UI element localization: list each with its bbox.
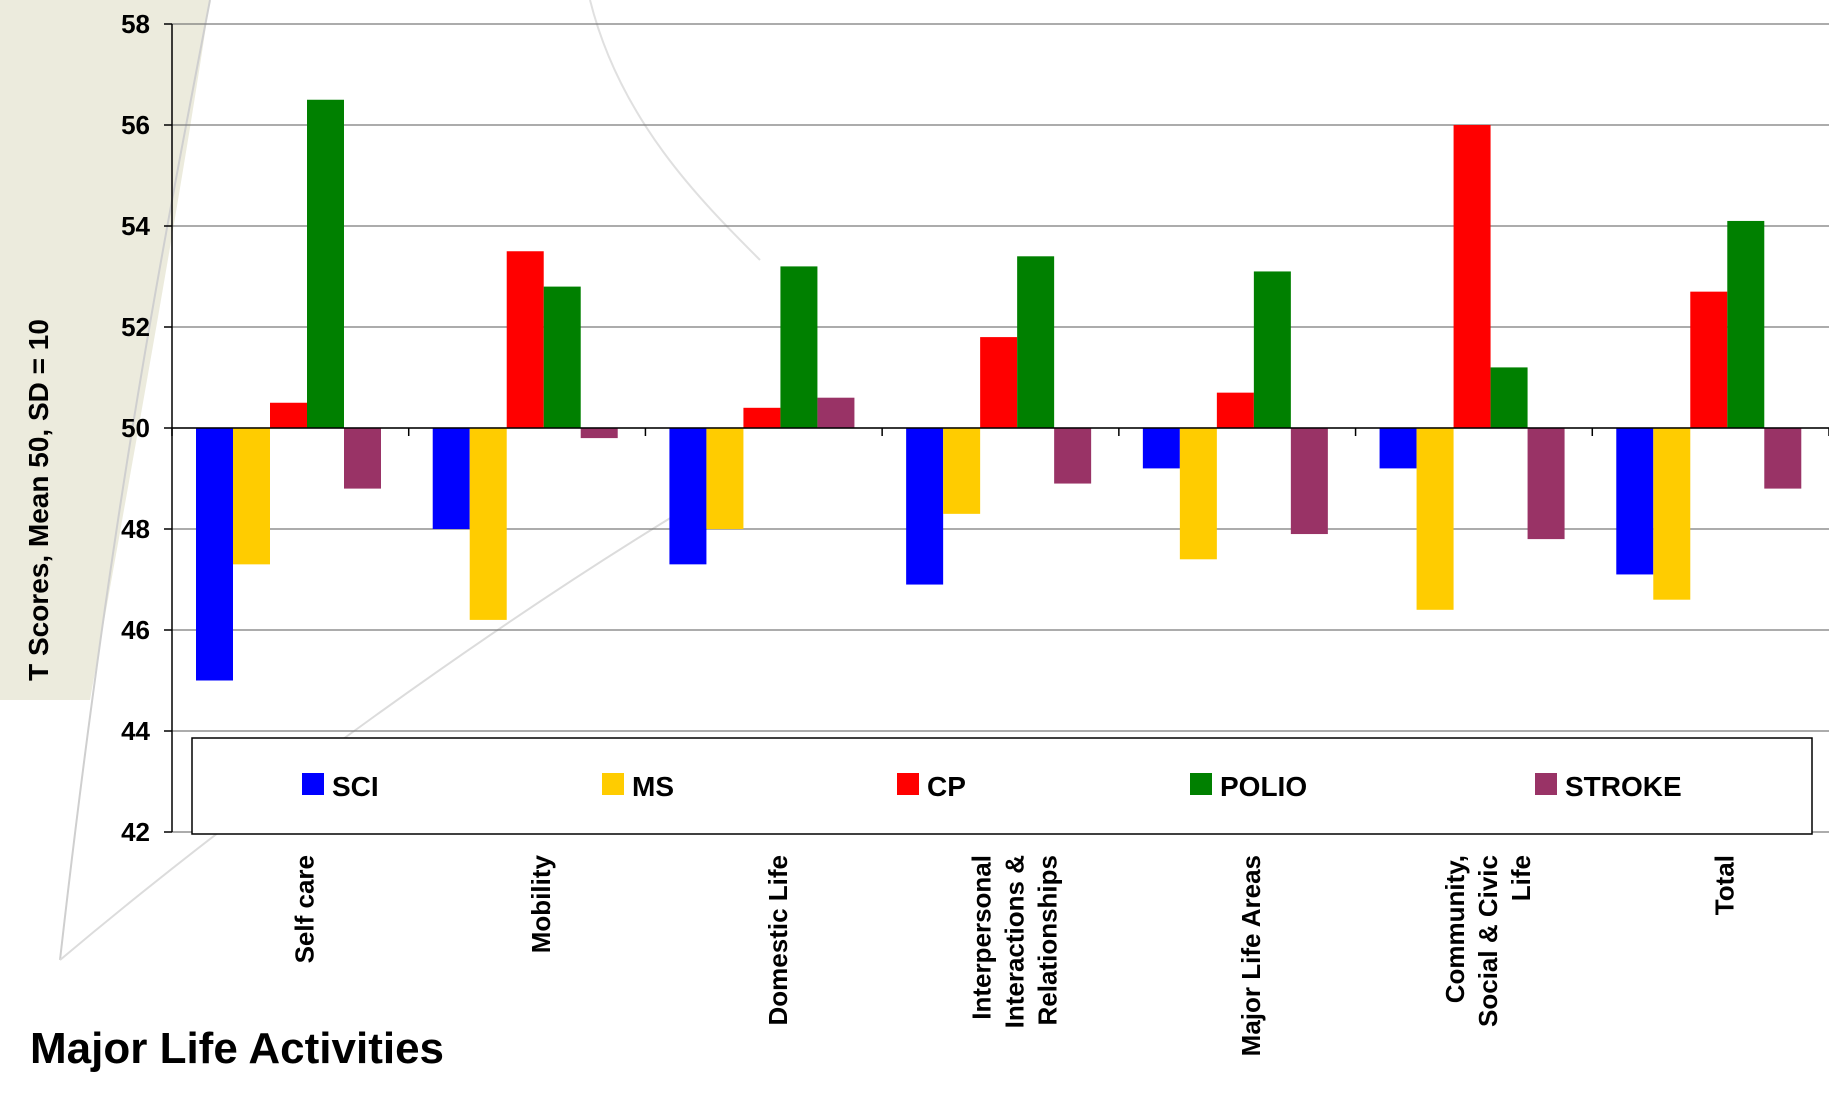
- category-label-6: Community, Social & Civic Life: [1440, 855, 1536, 1027]
- bar-sci-7: [1616, 428, 1654, 575]
- category-label-line: Interpersonal: [967, 855, 997, 1020]
- category-label-3: Domestic Life: [763, 855, 793, 1026]
- bar-polio-5: [1253, 271, 1291, 428]
- bar-cp-1: [270, 402, 307, 428]
- bar-cp-2: [506, 251, 544, 428]
- legend-label-stroke: STROKE: [1565, 771, 1682, 802]
- bar-cp-3: [743, 407, 781, 428]
- decorative-curve-3: [589, 0, 761, 261]
- y-tick-label: 56: [121, 110, 150, 140]
- legend-label-polio: POLIO: [1220, 771, 1307, 802]
- category-label-5: Major Life Areas: [1236, 855, 1266, 1056]
- bar-cp-7: [1690, 291, 1728, 428]
- bar-ms-5: [1179, 428, 1217, 560]
- bar-stroke-6: [1527, 428, 1565, 540]
- bar-polio-7: [1727, 220, 1765, 428]
- category-label-line: Interactions &: [1000, 855, 1030, 1028]
- category-label-7: Total: [1710, 855, 1740, 915]
- bar-sci-3: [669, 428, 707, 565]
- bar-ms-4: [943, 428, 981, 514]
- bar-ms-6: [1416, 428, 1454, 610]
- bar-stroke-2: [580, 428, 618, 439]
- legend-label-sci: SCI: [332, 771, 379, 802]
- axes: 42 44 46 48 50 52 54 56 58: [121, 9, 1829, 847]
- chart-title: Major Life Activities: [30, 1024, 445, 1073]
- bar-polio-4: [1017, 256, 1055, 428]
- y-tick-label: 58: [121, 9, 150, 39]
- bar-cp-5: [1216, 392, 1254, 428]
- category-label-line: Major Life Areas: [1236, 855, 1266, 1056]
- y-tick-label: 52: [121, 312, 150, 342]
- bar-stroke-4: [1054, 428, 1092, 484]
- y-tick-label: 48: [121, 514, 150, 544]
- category-label-line: Domestic Life: [763, 855, 793, 1026]
- category-label-line: Life: [1506, 855, 1536, 901]
- category-label-line: Relationships: [1033, 855, 1063, 1025]
- bars: [196, 99, 1802, 681]
- legend: SCI MS CP POLIO STROKE: [191, 737, 1813, 835]
- category-label-line: Community,: [1440, 855, 1470, 1003]
- bar-sci-6: [1379, 428, 1417, 469]
- legend-label-ms: MS: [632, 771, 674, 802]
- legend-swatch-sci: [302, 773, 324, 795]
- legend-swatch-stroke: [1535, 773, 1557, 795]
- bar-ms-2: [469, 428, 507, 620]
- beige-panel: [0, 0, 210, 700]
- y-tick-label: 54: [121, 211, 150, 241]
- legend-swatch-cp: [897, 773, 919, 795]
- bar-sci-2: [432, 428, 470, 529]
- category-label-line: Mobility: [526, 854, 556, 953]
- category-label-line: Social & Civic: [1473, 855, 1503, 1027]
- decorative-curve-2: [59, 499, 701, 961]
- bar-polio-1: [307, 99, 344, 428]
- bar-polio-3: [780, 266, 818, 428]
- legend-swatch-ms: [602, 773, 624, 795]
- y-tick-label: 44: [121, 716, 150, 746]
- y-tick-label: 50: [121, 413, 150, 443]
- legend-label-cp: CP: [927, 771, 966, 802]
- bar-stroke-3: [817, 397, 855, 428]
- bar-sci-5: [1142, 428, 1180, 469]
- decorative-curve: [59, 0, 211, 961]
- category-label-4: Interpersonal Interactions & Relationships: [967, 855, 1063, 1028]
- category-label-line: Total: [1710, 855, 1740, 915]
- y-tick-label: 42: [121, 817, 150, 847]
- legend-swatch-polio: [1190, 773, 1212, 795]
- bar-sci-4: [906, 428, 944, 585]
- category-label-1: Self care: [289, 855, 319, 963]
- category-labels: Self care Mobility Domestic Life Interperso…: [289, 854, 1739, 1056]
- bar-cp-6: [1453, 125, 1491, 428]
- bar-stroke-1: [344, 428, 381, 489]
- bar-cp-4: [980, 337, 1018, 428]
- y-axis-label: T Scores, Mean 50, SD = 10: [23, 319, 54, 681]
- bar-stroke-5: [1290, 428, 1328, 535]
- bar-ms-7: [1653, 428, 1691, 600]
- bar-stroke-7: [1764, 428, 1802, 489]
- category-label-2: Mobility: [526, 854, 556, 953]
- bar-ms-1: [233, 428, 270, 565]
- y-tick-label: 46: [121, 615, 150, 645]
- bar-polio-2: [543, 286, 581, 428]
- bar-ms-3: [706, 428, 744, 529]
- bar-sci-1: [196, 428, 233, 681]
- category-label-line: Self care: [289, 855, 319, 963]
- bar-polio-6: [1490, 367, 1528, 428]
